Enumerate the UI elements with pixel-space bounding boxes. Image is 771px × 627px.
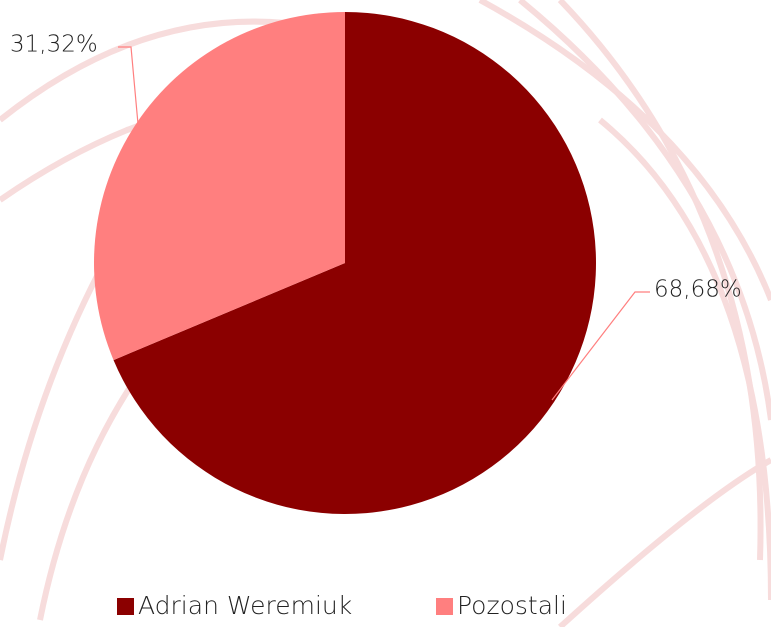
chart: 68,68% 31,32% Adrian Weremiuk Pozostali (0, 0, 771, 627)
legend-swatch (436, 598, 453, 615)
legend-label: Pozostali (457, 591, 567, 620)
legend-swatch (117, 598, 134, 615)
pie (94, 12, 596, 514)
data-label: 68,68% (654, 277, 742, 303)
legend-label: Adrian Weremiuk (138, 591, 352, 620)
leader-line (118, 47, 138, 124)
data-label: 31,32% (10, 32, 98, 58)
